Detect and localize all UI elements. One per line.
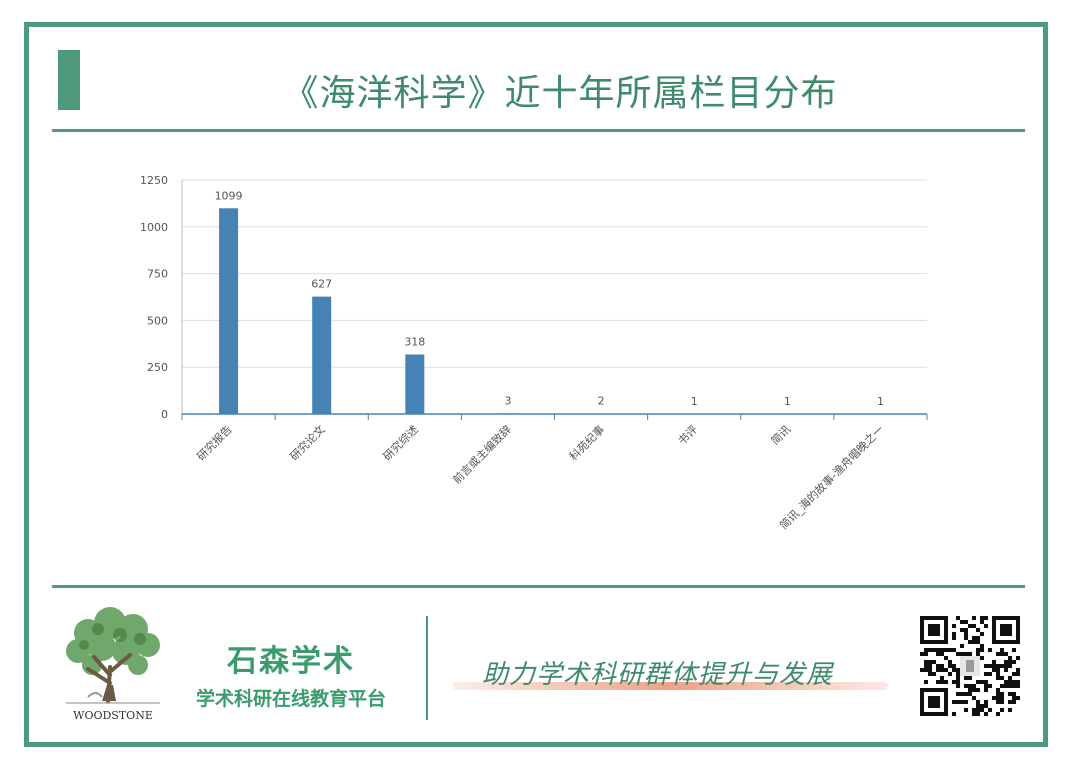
x-tick-label: 研究论文	[287, 422, 328, 463]
title-accent-bar	[58, 50, 80, 110]
data-label: 3	[504, 394, 511, 407]
x-tick-label: 科苑纪事	[566, 422, 607, 463]
y-tick-label: 1000	[140, 221, 168, 234]
brand-block: 石森学术 学术科研在线教育平台	[176, 636, 406, 711]
y-tick-label: 750	[147, 268, 168, 281]
footer-divider	[52, 585, 1025, 588]
x-tick-label: 书评	[676, 423, 701, 448]
brand-subtitle: 学术科研在线教育平台	[195, 688, 386, 710]
slogan-block: 助力学术科研群体提升与发展	[452, 650, 892, 700]
data-label: 2	[598, 395, 605, 408]
footer-separator	[426, 616, 428, 720]
bar	[219, 208, 239, 414]
x-tick-label: 简讯_海的故事-渔舟唱晚之一	[777, 422, 887, 532]
bar	[405, 354, 425, 414]
title-divider	[52, 129, 1025, 132]
data-label: 1099	[215, 189, 243, 202]
slogan-brush-stroke	[452, 682, 888, 690]
data-label: 1	[784, 395, 791, 408]
data-label: 1	[691, 395, 698, 408]
x-tick-label: 研究综述	[380, 422, 421, 463]
y-tick-label: 0	[161, 408, 168, 421]
data-label: 627	[311, 278, 332, 291]
data-label: 1	[877, 395, 884, 408]
brand-name: 石森学术	[227, 644, 355, 679]
bar	[312, 296, 332, 414]
y-tick-label: 500	[147, 314, 168, 327]
data-label: 318	[404, 335, 425, 348]
x-tick-label: 简讯	[768, 422, 793, 447]
x-tick-label: 研究报告	[194, 422, 235, 463]
page-title: 《海洋科学》近十年所属栏目分布	[282, 73, 838, 114]
page-frame	[24, 22, 1048, 747]
woodstone-tree-logo: WOODSTONE	[66, 607, 160, 722]
logo-text: WOODSTONE	[73, 709, 153, 722]
x-tick-label: 前言或主编致辞	[450, 422, 514, 486]
qr-code-icon	[920, 616, 1020, 716]
y-tick-label: 250	[147, 361, 168, 374]
bar-chart: 0 250 500 750 1000 1250 1099 研究报告 627 研究论文 318 研究综述…	[140, 174, 928, 532]
y-tick-label: 1250	[140, 174, 168, 187]
slogan-text: 助力学术科研群体提升与发展	[482, 660, 834, 690]
